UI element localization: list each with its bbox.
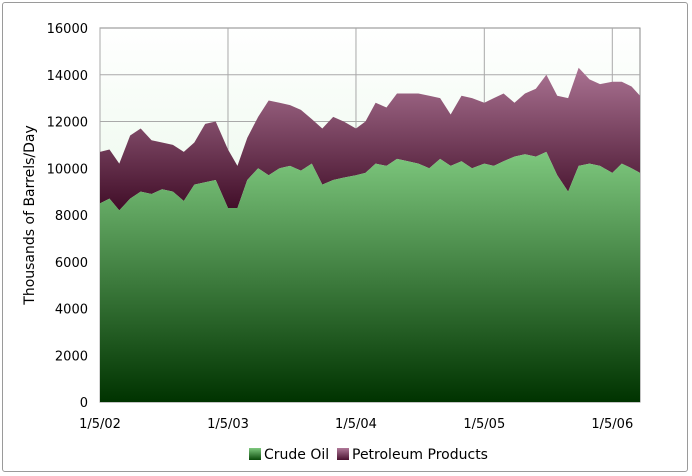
y-tick-label: 10000 (47, 162, 88, 177)
legend-swatch-petroleum-products (337, 448, 349, 460)
y-tick-label: 0 (80, 396, 88, 411)
x-tick-label: 1/5/03 (207, 417, 249, 432)
x-axis: 1/5/02 1/5/03 1/5/04 1/5/05 1/5/06 (79, 417, 633, 432)
x-tick-label: 1/5/06 (591, 417, 633, 432)
legend-label-petroleum-products: Petroleum Products (352, 447, 488, 463)
y-tick-label: 16000 (47, 22, 88, 37)
x-tick-label: 1/5/05 (463, 417, 505, 432)
series-area-crude-oil (100, 151, 640, 402)
series-area-petroleum-products (100, 67, 640, 211)
y-axis: 0 2000 4000 6000 8000 10000 12000 14000 16000 (47, 22, 88, 411)
x-tick-label: 1/5/04 (335, 417, 377, 432)
y-tick-label: 14000 (47, 69, 88, 84)
y-tick-label: 2000 (55, 349, 88, 364)
legend-label-crude-oil: Crude Oil (264, 447, 329, 463)
legend-swatch-crude-oil (249, 448, 261, 460)
y-tick-label: 6000 (55, 256, 88, 271)
y-tick-label: 4000 (55, 303, 88, 318)
legend: Crude Oil Petroleum Products (249, 447, 488, 463)
y-axis-title: Thousands of Barrels/Day (22, 125, 38, 305)
y-tick-label: 12000 (47, 116, 88, 131)
y-tick-label: 8000 (55, 209, 88, 224)
data-areas (100, 67, 640, 402)
x-tick-label: 1/5/02 (79, 417, 121, 432)
